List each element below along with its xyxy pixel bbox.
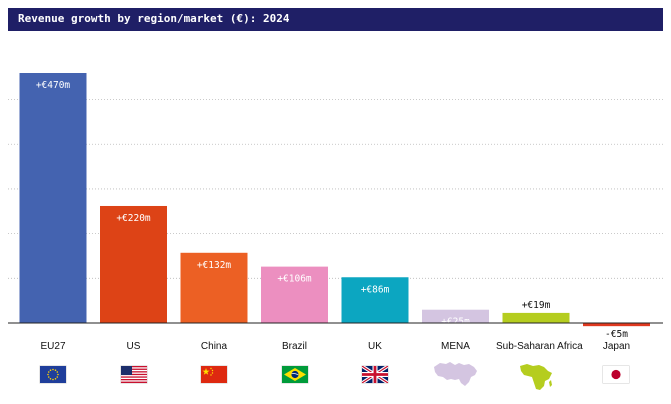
bar-eu27 — [19, 73, 87, 323]
value-label: +€220m — [116, 213, 151, 224]
category-label: China — [200, 341, 228, 352]
category-label: MENA — [441, 341, 470, 352]
uk-flag-icon — [362, 366, 388, 383]
value-label: +€470m — [36, 80, 71, 91]
value-label: +€106m — [277, 274, 312, 285]
us-flag-icon — [121, 366, 147, 383]
africa-map-icon — [518, 358, 554, 397]
value-label: +€86m — [361, 284, 390, 295]
brazil-flag-icon — [282, 366, 308, 383]
bar-japan — [583, 323, 650, 327]
title-bar: Revenue growth by region/market (€): 202… — [8, 8, 663, 31]
china-flag-icon — [201, 366, 227, 383]
bar-mena — [422, 309, 489, 323]
chart-title: Revenue growth by region/market (€): 202… — [18, 12, 290, 25]
category-label: Brazil — [281, 341, 307, 352]
bar-uk — [341, 277, 409, 323]
value-label: +€132m — [197, 260, 232, 271]
category-label: UK — [368, 341, 382, 352]
category-label: EU27 — [40, 341, 66, 352]
value-label: +€25m — [441, 317, 470, 328]
value-label: +€19m — [522, 300, 551, 311]
category-label: US — [126, 341, 141, 352]
mena-map-icon — [433, 358, 479, 393]
eu-flag-icon — [40, 366, 66, 383]
japan-flag-icon — [603, 366, 629, 383]
bar-brazil — [261, 266, 328, 323]
category-label: Sub-Saharan Africa — [496, 341, 583, 352]
category-label: Japan — [602, 341, 631, 352]
bar-sub-saharan-africa — [502, 312, 570, 323]
bar-us — [100, 205, 167, 323]
bar-china — [180, 252, 248, 323]
value-label: -€5m — [605, 329, 628, 340]
